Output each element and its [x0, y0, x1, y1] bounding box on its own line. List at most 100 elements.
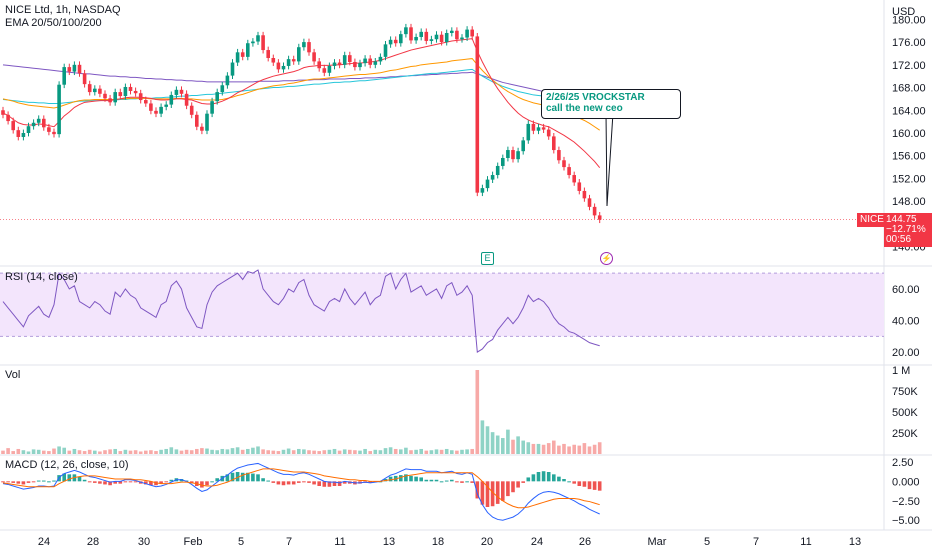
volume-bar — [511, 439, 515, 454]
macd-histogram-bar — [67, 474, 72, 482]
macd-histogram-bar — [31, 481, 36, 483]
candle — [52, 131, 56, 135]
candle — [455, 30, 459, 40]
volume-bar — [552, 440, 556, 454]
macd-histogram-bar — [531, 474, 536, 482]
macd-pane-label[interactable]: MACD (12, 26, close, 10) — [5, 459, 129, 471]
macd-line — [2, 462, 600, 521]
time-tick-label: 11 — [800, 536, 811, 548]
candle — [358, 63, 362, 68]
macd-histogram-bar — [592, 481, 597, 490]
volume-bar — [460, 449, 464, 454]
macd-histogram-bar — [419, 477, 423, 482]
candle — [297, 47, 301, 62]
macd-histogram-bar — [98, 481, 102, 484]
volume-bar — [246, 448, 250, 454]
candle — [541, 127, 546, 130]
volume-bar — [138, 451, 143, 454]
macd-histogram-bar — [337, 481, 342, 486]
macd-histogram-bar — [485, 481, 490, 507]
volume-bar — [26, 451, 31, 454]
macd-histogram-bar — [444, 480, 449, 482]
volume-bar — [531, 443, 536, 454]
macd-histogram-bar — [271, 481, 276, 483]
volume-bar — [52, 448, 56, 454]
volume-bar — [455, 450, 459, 454]
candle — [87, 84, 92, 93]
rsi-band — [0, 273, 884, 337]
volume-bar — [103, 450, 107, 454]
volume-bar — [572, 444, 576, 454]
volume-tick-label: 500K — [892, 407, 918, 419]
volume-bar — [261, 449, 265, 454]
candle — [291, 59, 296, 62]
volume-bar — [164, 448, 168, 454]
candle — [77, 64, 82, 74]
macd-histogram-bar — [480, 481, 485, 505]
candle — [485, 179, 490, 189]
candle — [429, 39, 434, 41]
price-tick-label: 172.00 — [892, 60, 926, 72]
macd-histogram-bar — [256, 474, 260, 482]
macd-histogram-bar — [526, 477, 531, 482]
macd-histogram-bar — [159, 481, 163, 484]
volume-bar — [113, 448, 117, 454]
volume-bar — [42, 450, 46, 454]
candle — [1, 110, 5, 115]
volume-bar — [67, 450, 72, 454]
volume-bar — [450, 450, 454, 454]
volume-bar — [11, 451, 15, 454]
candle — [465, 29, 469, 38]
macd-histogram-bar — [164, 481, 168, 483]
earnings-marker[interactable]: E — [481, 252, 494, 265]
macd-histogram-bar — [434, 479, 439, 482]
volume-pane-label[interactable]: Vol — [5, 369, 21, 381]
candle — [546, 129, 551, 137]
macd-tick-label: −5.00 — [892, 515, 920, 527]
macd-histogram-bar — [429, 479, 434, 482]
macd-histogram-bar — [399, 475, 403, 482]
note-annotation[interactable]: 2/26/25 VROCKSTAR call the new ceo — [541, 89, 681, 119]
candle — [353, 61, 357, 68]
rsi-pane-label[interactable]: RSI (14, close) — [5, 271, 78, 283]
currency-label[interactable]: USD — [892, 6, 916, 18]
volume-bar — [526, 442, 531, 454]
volume-bar — [195, 448, 199, 454]
volume-bar — [82, 451, 87, 454]
volume-bar — [123, 449, 128, 454]
candle — [332, 62, 337, 66]
volume-bar — [128, 450, 133, 454]
candle — [21, 133, 26, 137]
macd-histogram-bar — [118, 481, 123, 484]
candle — [26, 126, 31, 133]
macd-histogram-bar — [210, 481, 214, 483]
volume-bar — [291, 450, 296, 454]
volume-tick-label: 250K — [892, 428, 918, 440]
time-tick-label: 5 — [238, 536, 244, 548]
dividend-marker[interactable]: ⚡ — [600, 252, 613, 265]
volume-bar — [546, 443, 551, 454]
macd-histogram-bar — [144, 481, 148, 485]
volume-bar — [592, 444, 597, 454]
candle — [251, 41, 255, 44]
macd-tick-label: 2.50 — [892, 457, 913, 469]
volume-bar — [87, 449, 92, 454]
ema20-line — [2, 38, 601, 168]
volume-bar — [358, 450, 362, 454]
volume-bar — [144, 450, 148, 454]
macd-histogram-bar — [62, 473, 66, 482]
volume-bar — [302, 449, 306, 454]
macd-histogram-bar — [1, 481, 5, 483]
macd-histogram-bar — [450, 479, 454, 482]
candle — [490, 175, 495, 180]
candle — [195, 114, 199, 127]
candle — [36, 118, 41, 123]
candle — [103, 93, 107, 99]
volume-bar — [108, 449, 112, 454]
volume-bar — [1, 450, 5, 454]
ema-legend[interactable]: EMA 20/50/100/200 — [5, 17, 102, 29]
volume-bar — [419, 448, 423, 454]
candle — [93, 88, 97, 93]
volume-bar — [521, 440, 525, 454]
